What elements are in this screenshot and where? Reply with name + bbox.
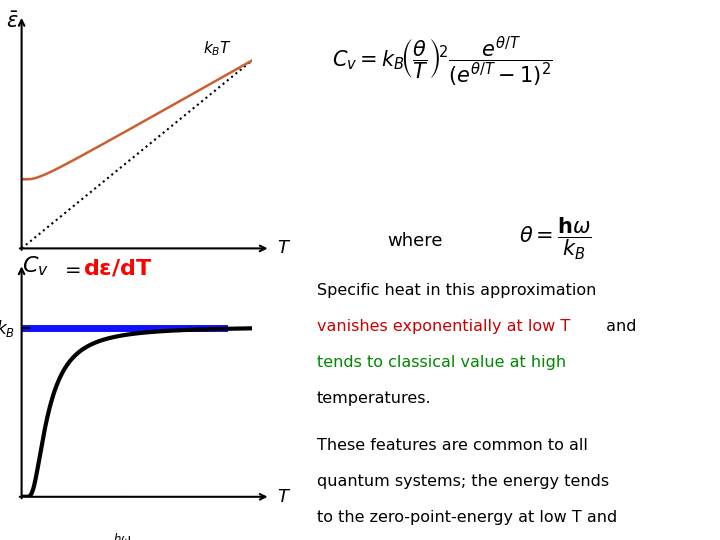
Text: $\theta = \dfrac{\mathbf{h}\omega}{k_B}$: $\theta = \dfrac{\mathbf{h}\omega}{k_B}$	[519, 216, 592, 262]
Text: Specific heat in this approximation: Specific heat in this approximation	[317, 284, 596, 298]
Text: $T$: $T$	[277, 239, 292, 258]
Text: $C_v$: $C_v$	[22, 254, 48, 278]
Text: $= $: $= $	[61, 259, 81, 278]
Text: These features are common to all: These features are common to all	[317, 438, 588, 453]
Text: vanishes exponentially at low T: vanishes exponentially at low T	[317, 319, 570, 334]
Text: and: and	[600, 319, 636, 334]
Text: $k_BT$: $k_BT$	[203, 39, 232, 58]
Text: where: where	[387, 232, 442, 250]
Text: $T$: $T$	[277, 488, 292, 506]
Text: $\bar{\varepsilon}$: $\bar{\varepsilon}$	[6, 11, 19, 32]
Text: $k_B$: $k_B$	[0, 318, 15, 339]
Text: $C_v = k_B\!\left(\dfrac{\theta}{T}\right)^{\!2}\dfrac{e^{\theta/T}}{\left(e^{\t: $C_v = k_B\!\left(\dfrac{\theta}{T}\righ…	[333, 35, 553, 90]
Text: quantum systems; the energy tends: quantum systems; the energy tends	[317, 474, 609, 489]
Text: temperatures.: temperatures.	[317, 392, 431, 406]
Text: tends to classical value at high: tends to classical value at high	[317, 355, 566, 370]
Text: $\frac{h\omega}{k_B}$: $\frac{h\omega}{k_B}$	[114, 531, 132, 540]
Text: to the zero-point-energy at low T and: to the zero-point-energy at low T and	[317, 510, 617, 525]
Text: $\mathbf{d}\boldsymbol{\varepsilon}\mathbf{/dT}$: $\mathbf{d}\boldsymbol{\varepsilon}\math…	[83, 257, 153, 278]
